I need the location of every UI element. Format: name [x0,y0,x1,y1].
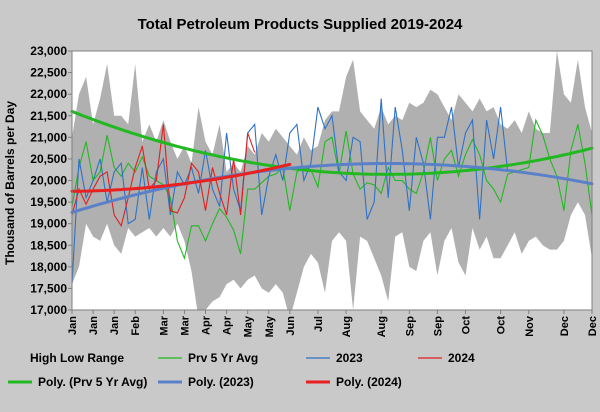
series-line-y2024 [72,124,256,228]
y-tick-label: 18,500 [30,238,67,252]
x-tick-label: May [243,315,255,337]
x-tick-label: Nov [524,315,536,337]
legend-label-poly2024: Poly. (2024) [336,375,402,389]
legend-label-poly_prv5: Poly. (Prv 5 Yr Avg) [38,375,147,389]
x-tick-label: Mar [179,315,191,335]
x-tick-label: Aug [376,316,388,337]
y-tick-label: 19,000 [30,217,67,231]
x-tick-label: Oct [496,316,508,335]
high-low-range-band [72,51,592,310]
x-tick-label: Mar [158,315,170,335]
range-layer [72,51,592,310]
y-tick-label: 21,000 [30,130,67,144]
y-axis: 17,000 17,500 18,000 18,500 19,000 19,500 20,0… [30,44,72,317]
x-tick-label: May [264,315,276,337]
x-tick-label: Dec [587,316,599,336]
y-tick-label: 22,000 [30,87,67,101]
legend: High Low Range Prv 5 Yr Avg 2023 2024 Poly. … [8,351,475,389]
x-tick-label: Oct [461,316,473,335]
x-tick-label: Apr [222,315,234,335]
x-tick-label: Apr [201,315,213,335]
chart-title: Total Petroleum Products Supplied 2019-2… [138,16,463,33]
series-line-prv5 [72,118,592,261]
x-tick-label: Jun [285,316,297,336]
x-axis: Jan Jan Jan Feb Mar Mar Apr Apr May May Jun Jul Aug A… [67,310,599,337]
legend-label-y2023: 2023 [336,351,363,365]
trendline-poly2024 [70,162,292,193]
y-tick-label: 17,500 [30,281,67,295]
x-tick-label: Feb [130,316,142,336]
x-tick-label: Jan [109,316,121,335]
y-tick-label: 22,500 [30,66,67,80]
trendline-poly_prv5 [70,109,594,176]
y-tick-label: 23,000 [30,44,67,58]
y-tick-label: 19,500 [30,195,67,209]
y-tick-label: 17,000 [30,303,67,317]
x-tick-label: Jan [88,316,100,335]
y-tick-label: 20,500 [30,152,67,166]
x-tick-label: Jul [313,316,325,332]
trendline-layer [70,109,594,214]
y-tick-label: 21,500 [30,109,67,123]
y-tick-label: 18,000 [30,260,67,274]
x-tick-label: Jan [67,316,79,335]
trendline-poly2023 [70,162,594,214]
legend-label-poly2023: Poly. (2023) [188,375,254,389]
x-tick-label: Sep [432,316,444,336]
y-tick-label: 20,000 [30,174,67,188]
x-tick-label: Sep [404,316,416,336]
legend-label-y2024: 2024 [448,351,475,365]
y-axis-label: Thousand of Barrels per Day [3,101,17,265]
legend-label-prv5: Prv 5 Yr Avg [188,351,258,365]
x-tick-label: Dec [559,316,571,336]
x-tick-label: Aug [341,316,353,337]
legend-label-range: High Low Range [30,351,124,365]
